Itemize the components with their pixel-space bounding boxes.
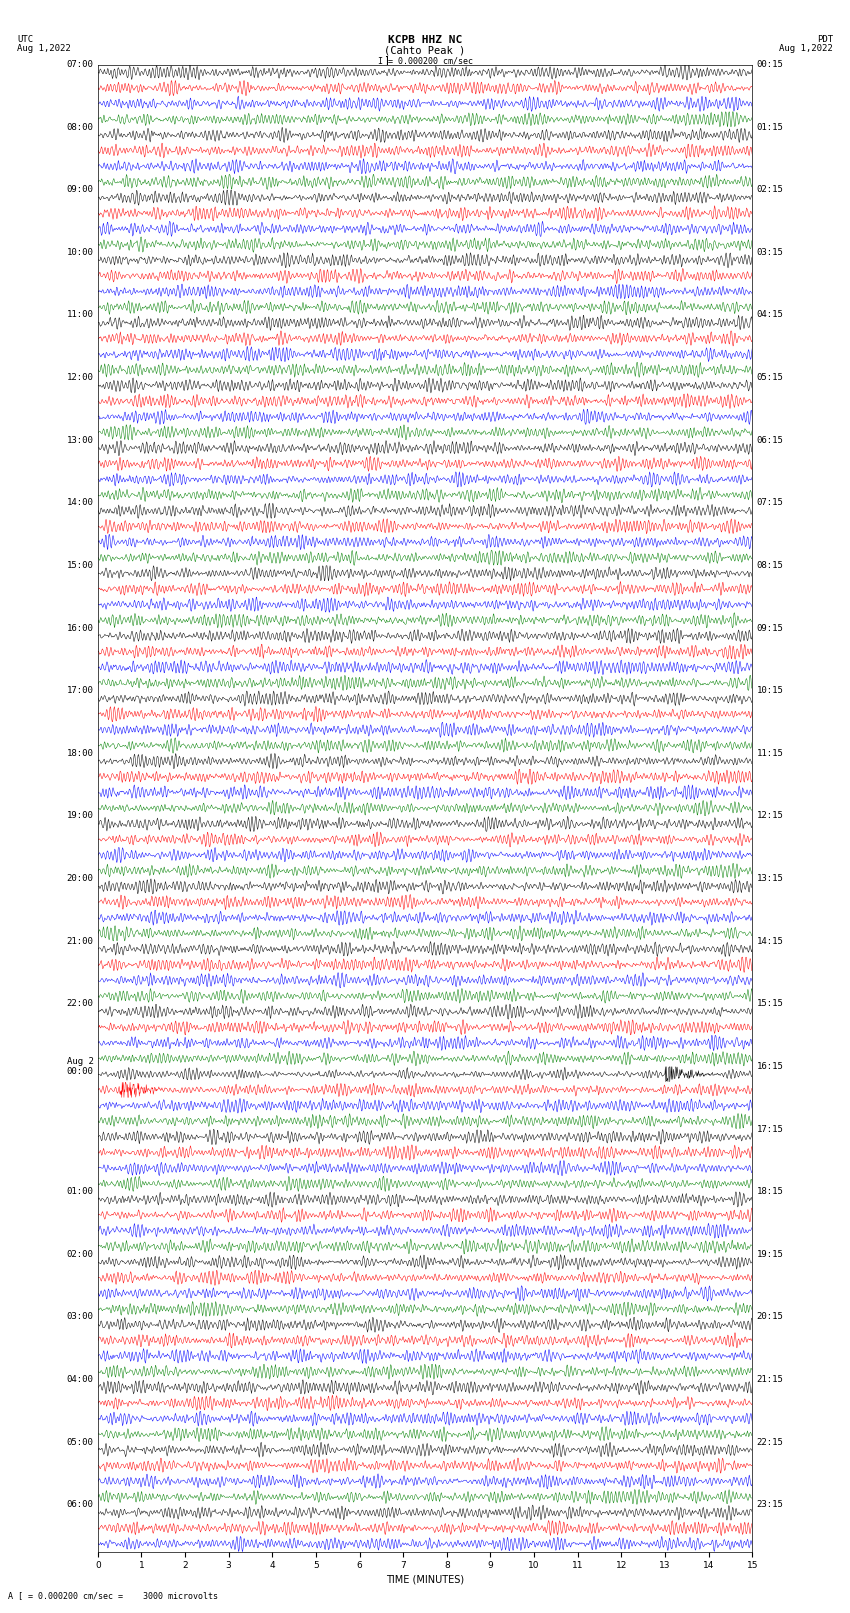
Text: 01:00: 01:00 — [66, 1187, 94, 1197]
Text: 09:00: 09:00 — [66, 185, 94, 194]
Text: 21:00: 21:00 — [66, 937, 94, 945]
Text: 05:15: 05:15 — [756, 373, 784, 382]
Text: 14:00: 14:00 — [66, 498, 94, 508]
Text: 06:15: 06:15 — [756, 436, 784, 445]
Text: 15:15: 15:15 — [756, 1000, 784, 1008]
Text: 10:00: 10:00 — [66, 248, 94, 256]
Text: 20:15: 20:15 — [756, 1313, 784, 1321]
Text: 08:00: 08:00 — [66, 123, 94, 132]
Text: 07:15: 07:15 — [756, 498, 784, 508]
Text: 11:15: 11:15 — [756, 748, 784, 758]
Text: 14:15: 14:15 — [756, 937, 784, 945]
Text: 13:00: 13:00 — [66, 436, 94, 445]
Text: 02:15: 02:15 — [756, 185, 784, 194]
Text: 17:15: 17:15 — [756, 1124, 784, 1134]
Text: 09:15: 09:15 — [756, 624, 784, 632]
Text: 00:15: 00:15 — [756, 60, 784, 69]
Text: I = 0.000200 cm/sec: I = 0.000200 cm/sec — [377, 56, 473, 66]
Text: 15:00: 15:00 — [66, 561, 94, 569]
Text: A [ = 0.000200 cm/sec =    3000 microvolts: A [ = 0.000200 cm/sec = 3000 microvolts — [8, 1590, 218, 1600]
Text: 16:00: 16:00 — [66, 624, 94, 632]
Text: 01:15: 01:15 — [756, 123, 784, 132]
Text: 17:00: 17:00 — [66, 686, 94, 695]
Text: 04:15: 04:15 — [756, 310, 784, 319]
Text: 12:00: 12:00 — [66, 373, 94, 382]
Text: 19:00: 19:00 — [66, 811, 94, 821]
Text: 08:15: 08:15 — [756, 561, 784, 569]
Text: 22:15: 22:15 — [756, 1437, 784, 1447]
Text: 02:00: 02:00 — [66, 1250, 94, 1258]
Text: 13:15: 13:15 — [756, 874, 784, 882]
Text: KCPB HHZ NC: KCPB HHZ NC — [388, 35, 462, 45]
Text: 05:00: 05:00 — [66, 1437, 94, 1447]
Text: 04:00: 04:00 — [66, 1374, 94, 1384]
Text: 21:15: 21:15 — [756, 1374, 784, 1384]
Text: Aug 2
00:00: Aug 2 00:00 — [66, 1057, 94, 1076]
Text: 03:00: 03:00 — [66, 1313, 94, 1321]
Text: 10:15: 10:15 — [756, 686, 784, 695]
Text: 11:00: 11:00 — [66, 310, 94, 319]
Text: 20:00: 20:00 — [66, 874, 94, 882]
Text: UTC: UTC — [17, 35, 33, 44]
Text: 22:00: 22:00 — [66, 1000, 94, 1008]
Text: 03:15: 03:15 — [756, 248, 784, 256]
Text: 23:15: 23:15 — [756, 1500, 784, 1510]
Text: Aug 1,2022: Aug 1,2022 — [779, 44, 833, 53]
Text: Aug 1,2022: Aug 1,2022 — [17, 44, 71, 53]
Text: 07:00: 07:00 — [66, 60, 94, 69]
Text: 18:15: 18:15 — [756, 1187, 784, 1197]
Text: 16:15: 16:15 — [756, 1061, 784, 1071]
Text: 12:15: 12:15 — [756, 811, 784, 821]
Text: 19:15: 19:15 — [756, 1250, 784, 1258]
Text: 18:00: 18:00 — [66, 748, 94, 758]
X-axis label: TIME (MINUTES): TIME (MINUTES) — [386, 1574, 464, 1584]
Text: 06:00: 06:00 — [66, 1500, 94, 1510]
Text: (Cahto Peak ): (Cahto Peak ) — [384, 45, 466, 55]
Text: PDT: PDT — [817, 35, 833, 44]
